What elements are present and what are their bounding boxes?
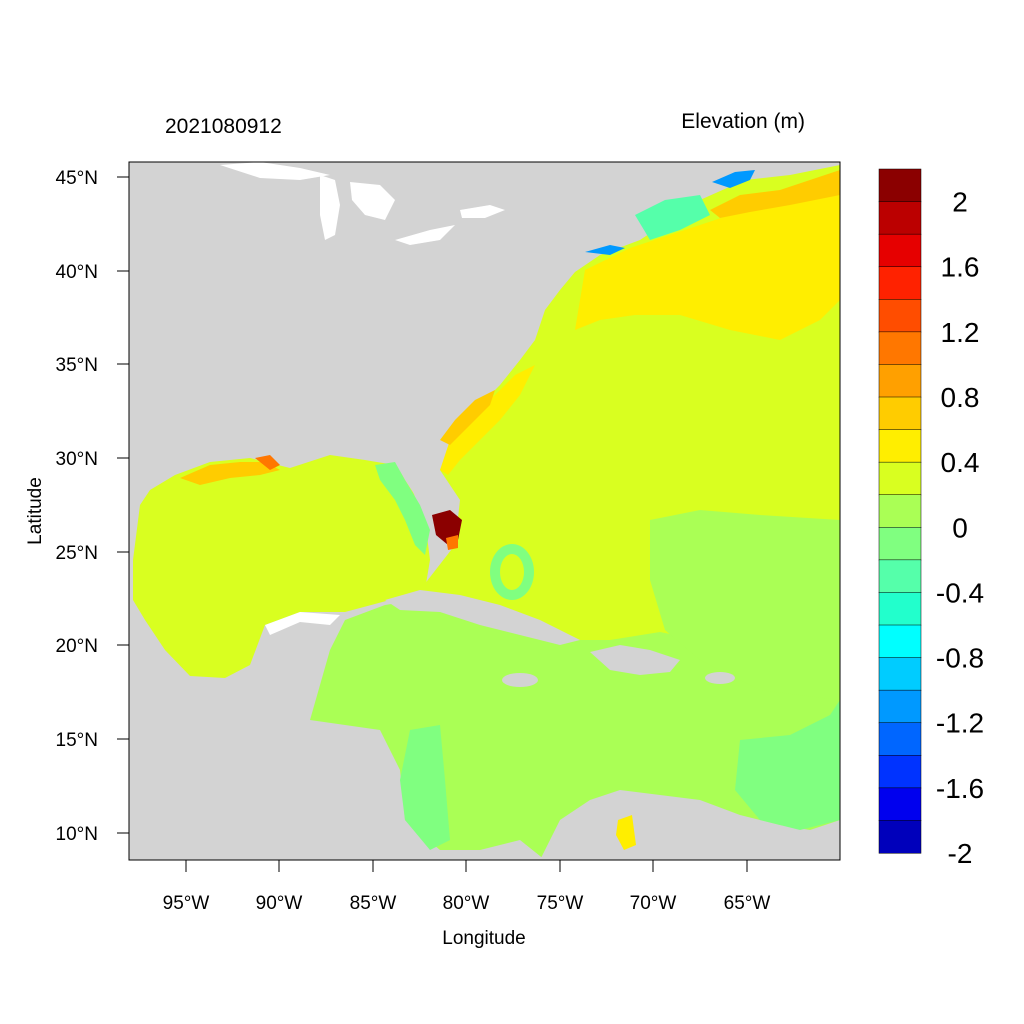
colorbar-label: -0.8	[936, 643, 984, 674]
colorbar-swatch	[878, 527, 922, 561]
colorbar-label: -2	[948, 838, 973, 869]
lake-michigan	[320, 175, 340, 240]
y-tick-label: 30°N	[56, 449, 98, 470]
colorbar-label: 0.4	[941, 447, 980, 478]
florida-straits-low	[375, 462, 430, 555]
colorbar-swatch	[878, 494, 922, 528]
x-tick-label: 90°W	[256, 893, 303, 914]
colorbar-swatch	[878, 755, 922, 789]
colorbar-swatch	[878, 331, 922, 365]
colorbar-swatch	[878, 592, 922, 626]
gulf-of-maine-surge	[710, 170, 840, 218]
colorbar-swatch	[878, 559, 922, 593]
colorbar-swatch	[878, 624, 922, 659]
colorbar-swatch	[878, 689, 922, 724]
colorbar-swatch	[878, 364, 922, 398]
puerto-rico-island	[705, 672, 735, 684]
colorbar-swatch	[878, 820, 922, 854]
x-tick-label: 70°W	[630, 893, 677, 914]
colorbar-swatch	[878, 201, 922, 235]
colorbar-label: 1.2	[941, 317, 980, 348]
yucatan-coast-gap	[265, 612, 340, 635]
colorbar-swatch	[878, 722, 922, 756]
colorbar-swatch	[878, 266, 922, 300]
x-tick-label: 95°W	[163, 893, 210, 914]
colorbar-swatch	[878, 657, 922, 691]
colorbar-swatch	[878, 787, 922, 821]
eastern-caribbean-low	[735, 700, 840, 830]
colorbar-label: -1.6	[936, 773, 984, 804]
y-axis: 45°N 40°N 35°N 30°N 25°N 20°N 15°N 10°N …	[25, 168, 129, 845]
colorbar-swatch	[878, 299, 922, 333]
colorbar-swatch	[878, 396, 922, 431]
nicaragua-shelf	[400, 725, 450, 850]
colorbar-swatch	[878, 168, 922, 203]
y-tick-label: 20°N	[56, 636, 98, 657]
lake-ontario	[460, 205, 505, 218]
atlantic-green-region	[650, 510, 840, 700]
lake-huron	[350, 182, 395, 220]
louisiana-delta-surge	[255, 455, 280, 470]
atlantic-yellow-region	[575, 195, 840, 340]
x-tick-label: 75°W	[537, 893, 584, 914]
lake-erie	[395, 225, 455, 245]
northeast-shelf-low	[635, 195, 710, 240]
hispaniola-island	[590, 645, 680, 675]
colorbar-swatch	[878, 461, 922, 496]
x-tick-label: 85°W	[350, 893, 397, 914]
colorbar-label: 0	[952, 512, 968, 543]
y-tick-label: 10°N	[56, 824, 98, 845]
map-frame	[128, 161, 841, 861]
colorbar-label: -1.2	[936, 708, 984, 739]
x-axis-title: Longitude	[442, 928, 525, 949]
nova-scotia-low	[712, 170, 755, 188]
y-tick-label: 15°N	[56, 730, 98, 751]
y-tick-label: 45°N	[56, 168, 98, 189]
louisiana-coast-surge	[180, 462, 280, 485]
variable-label: Elevation (m)	[681, 110, 805, 133]
y-tick-label: 35°N	[56, 355, 98, 376]
x-tick-label: 65°W	[724, 893, 771, 914]
south-america-coast	[540, 790, 840, 860]
colorbar-label: -0.4	[936, 577, 984, 608]
colorbar-label: 1.6	[941, 252, 980, 283]
colorbar-label: 0.8	[941, 382, 980, 413]
map-plot-area	[129, 162, 840, 860]
cuba-island	[385, 590, 580, 645]
bahamas-interior	[500, 554, 524, 590]
colorbar-label: 2	[952, 187, 968, 218]
colorbar-swatch	[878, 429, 922, 463]
maracaibo-surge	[616, 815, 636, 850]
jamaica-island	[502, 673, 538, 687]
carolina-coast-surge	[440, 390, 495, 445]
long-island-low	[585, 245, 625, 255]
x-axis: 95°W 90°W 85°W 80°W 75°W 70°W 65°W Longi…	[163, 860, 771, 949]
colorbar: 2 1.6 1.2 0.8 0.4 0 -0.4 -0.8 -1.2 -1.6 -2	[878, 168, 984, 869]
southeast-coast-surge	[440, 365, 535, 475]
y-tick-label: 25°N	[56, 543, 98, 564]
colorbar-swatch	[878, 233, 922, 268]
y-axis-title: Latitude	[25, 477, 46, 545]
datetime-label: 2021080912	[165, 115, 282, 138]
x-tick-label: 80°W	[443, 893, 490, 914]
lake-superior	[220, 162, 330, 180]
gulf-of-mexico	[133, 455, 430, 678]
y-tick-label: 40°N	[56, 262, 98, 283]
florida-tip-surge	[446, 535, 458, 550]
